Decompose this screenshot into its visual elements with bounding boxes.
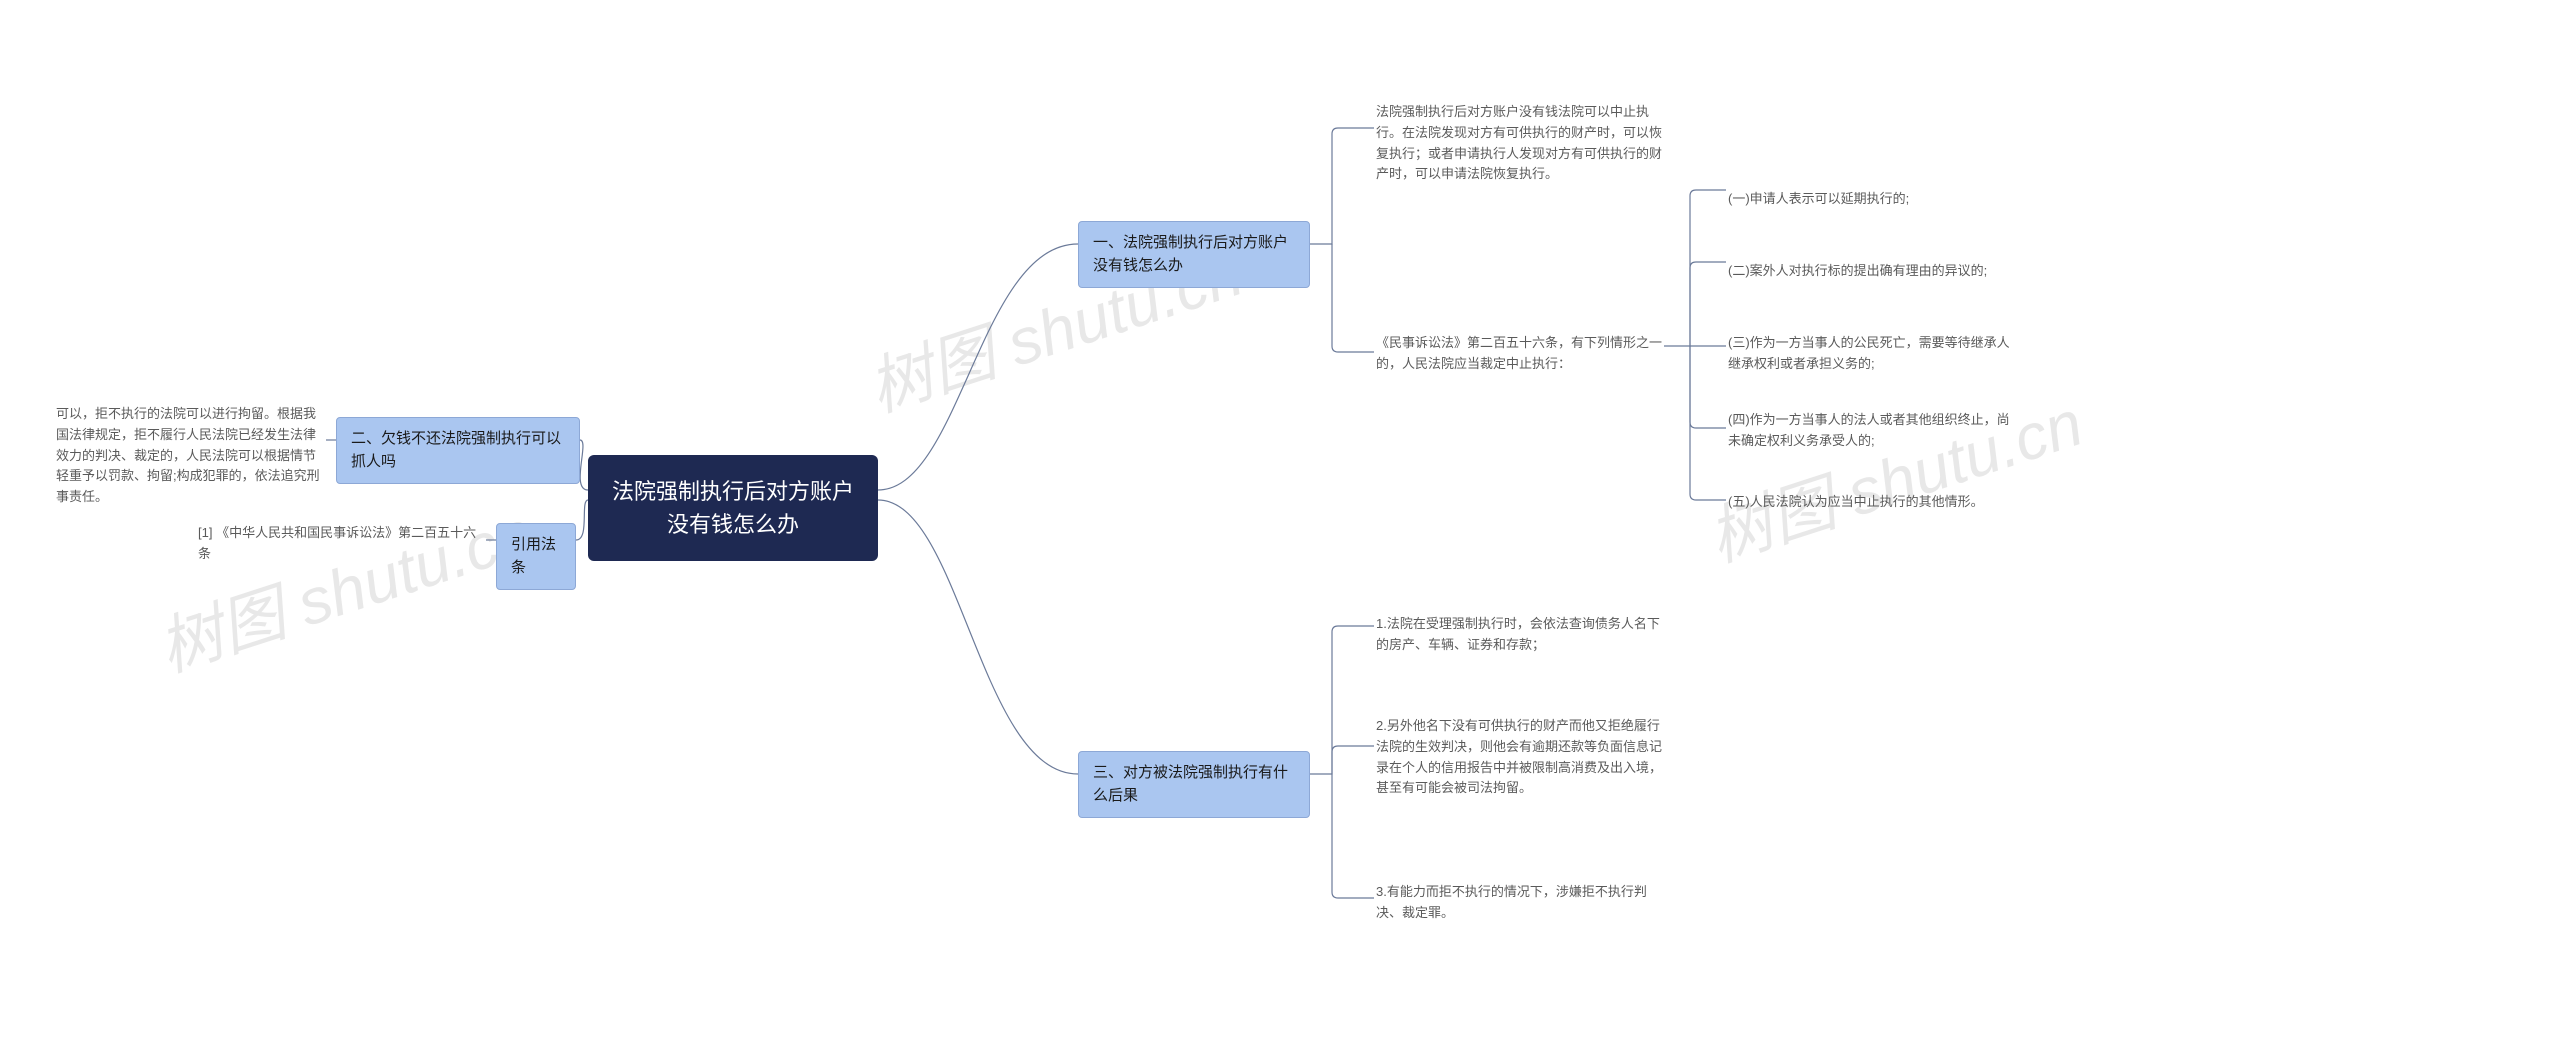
leaf-q1-text2: 《民事诉讼法》第二百五十六条，有下列情形之一的，人民法院应当裁定中止执行： bbox=[1376, 331, 1664, 377]
leaf-q1-sub4: (四)作为一方当事人的法人或者其他组织终止，尚未确定权利义务承受人的; bbox=[1728, 408, 2016, 454]
watermark: 树图 shutu.cn bbox=[1695, 372, 2092, 579]
leaf-q2-text: 可以，拒不执行的法院可以进行拘留。根据我国法律规定，拒不履行人民法院已经发生法律… bbox=[56, 402, 326, 510]
watermark: 树图 shutu.cn bbox=[145, 482, 542, 689]
leaf-q1-sub2: (二)案外人对执行标的提出确有理由的异议的; bbox=[1728, 259, 2028, 284]
branch-q3: 三、对方被法院强制执行有什么后果 bbox=[1078, 751, 1310, 818]
branch-reference: 引用法条 bbox=[496, 523, 576, 590]
leaf-q1-sub3: (三)作为一方当事人的公民死亡，需要等待继承人继承权利或者承担义务的; bbox=[1728, 331, 2016, 377]
leaf-q1-text1: 法院强制执行后对方账户没有钱法院可以中止执行。在法院发现对方有可供执行的财产时，… bbox=[1376, 100, 1664, 187]
branch-q2: 二、欠钱不还法院强制执行可以抓人吗 bbox=[336, 417, 580, 484]
leaf-q3-text1: 1.法院在受理强制执行时，会依法查询债务人名下的房产、车辆、证券和存款； bbox=[1376, 612, 1664, 658]
leaf-reference-text: [1] 《中华人民共和国民事诉讼法》第二百五十六条 bbox=[198, 521, 486, 567]
leaf-q3-text2: 2.另外他名下没有可供执行的财产而他又拒绝履行法院的生效判决，则他会有逾期还款等… bbox=[1376, 714, 1664, 801]
branch-q1: 一、法院强制执行后对方账户没有钱怎么办 bbox=[1078, 221, 1310, 288]
leaf-q1-sub5: (五)人民法院认为应当中止执行的其他情形。 bbox=[1728, 490, 2016, 515]
leaf-q1-sub1: (一)申请人表示可以延期执行的; bbox=[1728, 187, 2016, 212]
leaf-q3-text3: 3.有能力而拒不执行的情况下，涉嫌拒不执行判决、裁定罪。 bbox=[1376, 880, 1664, 926]
root-node: 法院强制执行后对方账户没有钱怎么办 bbox=[588, 455, 878, 561]
